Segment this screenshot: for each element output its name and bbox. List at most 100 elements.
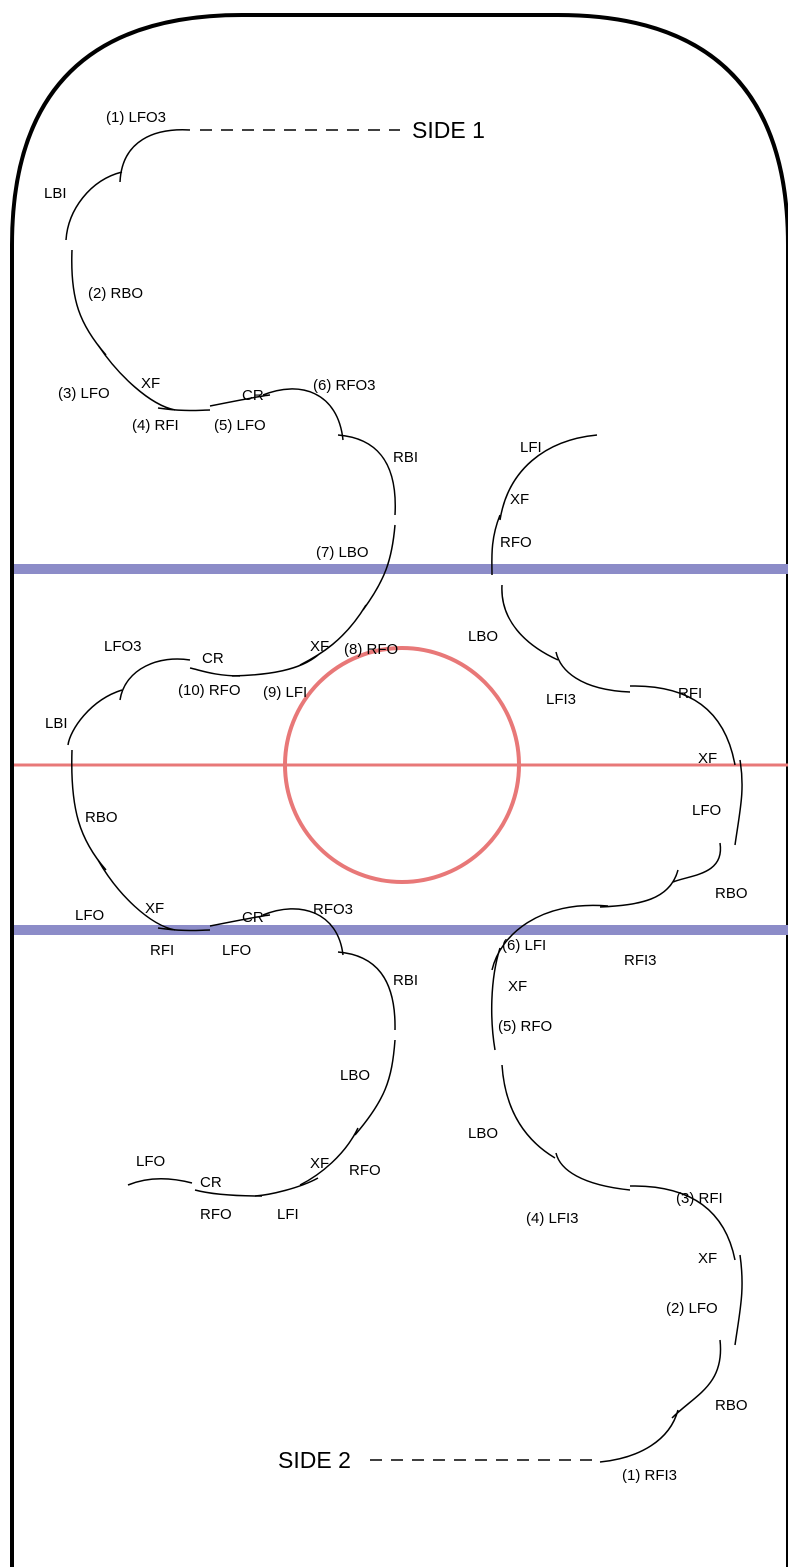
blue-line-bottom xyxy=(14,925,788,935)
edge-lbo-7 xyxy=(362,524,396,611)
label-lbo-7: (7) LBO xyxy=(316,544,369,561)
edge-rfo-3 xyxy=(491,514,501,576)
label-lbo-p4: LBO xyxy=(468,1125,498,1142)
edge-lfo-3 xyxy=(734,759,743,846)
label-lfo-2p4: (2) LFO xyxy=(666,1300,718,1317)
label-rfo3-6: (6) RFO3 xyxy=(313,377,376,394)
label-lfi-6: (6) LFI xyxy=(502,937,546,954)
label-lfi-p2: LFI xyxy=(277,1206,299,1223)
label-lbi-2: LBI xyxy=(45,715,68,732)
edge-lfo3 xyxy=(119,129,191,183)
label-xf-p3: XF xyxy=(510,491,529,508)
label-lfi3-p3: LFI3 xyxy=(546,691,576,708)
edge-lfi3-3 xyxy=(555,651,631,693)
edge-lfo-3 xyxy=(97,344,176,411)
label-xf-2: XF xyxy=(310,638,329,655)
edge-rbi xyxy=(337,434,396,516)
edge-rfi-2 xyxy=(157,927,211,932)
edge-rfo3-2 xyxy=(262,908,344,956)
label-rfi-3: (3) RFI xyxy=(676,1190,723,1207)
label-rfo-10: (10) RFO xyxy=(178,682,241,699)
label-rbo-2b: RBO xyxy=(85,809,118,826)
label-lfo-b-p2: LFO xyxy=(222,942,251,959)
side-2-label: SIDE 2 xyxy=(278,1447,351,1473)
edge-lbo-2 xyxy=(354,1039,396,1136)
edge-lfi-3 xyxy=(499,434,598,521)
label-xf-1: XF xyxy=(141,375,160,392)
label-lbo-p2: LBO xyxy=(340,1067,370,1084)
label-lfo-p3: LFO xyxy=(692,802,721,819)
label-rfo-p2: RFO xyxy=(349,1162,381,1179)
label-cr-p2: CR xyxy=(242,909,264,926)
edge-lfo-end xyxy=(127,1177,193,1186)
pattern-1-curves xyxy=(65,129,396,701)
label-rfo-p3: RFO xyxy=(500,534,532,551)
label-lfi3-4: (4) LFI3 xyxy=(526,1210,579,1227)
label-rfo3-p2: RFO3 xyxy=(313,901,353,918)
rink-boards xyxy=(10,13,788,1567)
edge-rfo-2 xyxy=(299,1127,359,1186)
center-circle xyxy=(283,646,521,884)
label-xf2-p3: XF xyxy=(698,750,717,767)
edge-rbi-2 xyxy=(337,951,396,1031)
pattern-2-curves xyxy=(67,689,396,1197)
edge-rbo-3 xyxy=(672,842,722,883)
edge-rfi-4 xyxy=(157,407,211,412)
edge-lfo-5 xyxy=(209,394,271,407)
edge-lfo3-b xyxy=(119,658,191,701)
pattern-4-curves xyxy=(491,947,743,1463)
edge-lfo-2b xyxy=(734,1254,743,1346)
pattern-3-curves xyxy=(491,434,743,971)
label-lfo-5: (5) LFO xyxy=(214,417,266,434)
side-1-label: SIDE 1 xyxy=(412,117,485,143)
label-xf2-p2: XF xyxy=(310,1155,329,1172)
label-rbo-p3: RBO xyxy=(715,885,748,902)
label-rfi-p3: RFI xyxy=(678,685,702,702)
edge-lfi3-4 xyxy=(555,1152,631,1191)
label-rbi-1: RBI xyxy=(393,449,418,466)
label-xf-p2: XF xyxy=(145,900,164,917)
edge-lbi xyxy=(65,171,123,241)
edge-rfi3-3 xyxy=(599,869,679,908)
label-lfi-9: (9) LFI xyxy=(263,684,307,701)
edge-lbo-3 xyxy=(501,584,559,661)
edge-rbo-2 xyxy=(71,749,107,871)
label-lfi-p3: LFI xyxy=(520,439,542,456)
edge-lfo-2 xyxy=(97,859,176,931)
label-rbo-p4: RBO xyxy=(715,1397,748,1414)
edge-lfi-9 xyxy=(231,654,319,677)
label-rbi-p2: RBI xyxy=(393,972,418,989)
label-lfo3-b: LFO3 xyxy=(104,638,142,655)
label-cr-2: CR xyxy=(202,650,224,667)
label-rfi-4: (4) RFI xyxy=(132,417,179,434)
label-rfi3-1: (1) RFI3 xyxy=(622,1467,677,1484)
label-rfi-p2: RFI xyxy=(150,942,174,959)
edge-rfi-3 xyxy=(629,685,736,766)
label-rfo-5: (5) RFO xyxy=(498,1018,552,1035)
edge-rfi3-1 xyxy=(599,1409,679,1463)
edge-lbo-4 xyxy=(501,1064,556,1159)
label-lfo-p2: LFO xyxy=(75,907,104,924)
label-lfo-3: (3) LFO xyxy=(58,385,110,402)
edge-rfo-5 xyxy=(491,947,501,1051)
edge-rfo-10 xyxy=(189,667,241,677)
label-lfo-end: LFO xyxy=(136,1153,165,1170)
label-lfo3-1: (1) LFO3 xyxy=(106,109,166,126)
edge-lfo-b-2 xyxy=(209,914,271,927)
label-xf2-p4: XF xyxy=(698,1250,717,1267)
label-rfi3-p3: RFI3 xyxy=(624,952,657,969)
edge-rbo-4 xyxy=(671,1339,722,1419)
label-lbi-1: LBI xyxy=(44,185,67,202)
label-lbo-p3: LBO xyxy=(468,628,498,645)
label-rfo-b-p2: RFO xyxy=(200,1206,232,1223)
edge-lbi-2 xyxy=(67,689,123,746)
edge-lfi-6 xyxy=(491,904,609,971)
label-cr-1: CR xyxy=(242,387,264,404)
label-xf-p4: XF xyxy=(508,978,527,995)
blue-line-top xyxy=(14,564,788,574)
label-rbo-2: (2) RBO xyxy=(88,285,143,302)
edge-rbo xyxy=(71,249,107,356)
edge-rfo-b-2 xyxy=(194,1189,263,1197)
label-cr2-p2: CR xyxy=(200,1174,222,1191)
